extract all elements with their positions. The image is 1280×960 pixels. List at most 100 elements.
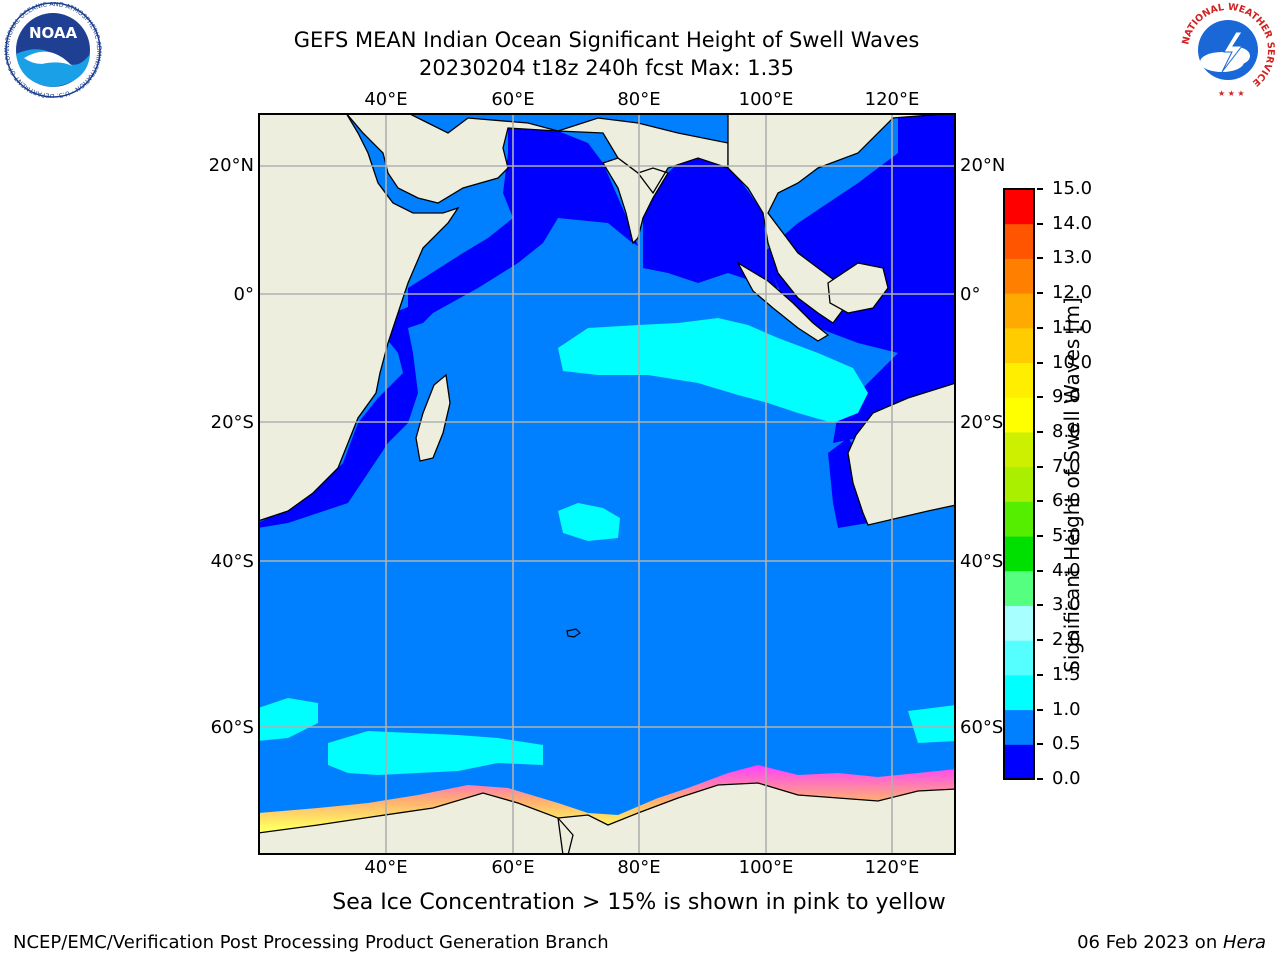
colorbar-tick-label: 12.0 (1052, 282, 1093, 304)
map-plot (258, 113, 956, 855)
colorbar-tick-label: 4.0 (1052, 559, 1081, 581)
colorbar-segment (1004, 223, 1034, 259)
colorbar-segment (1004, 189, 1034, 225)
svg-text:★ ★ ★: ★ ★ ★ (1218, 89, 1245, 98)
colorbar-tick-mark (1037, 361, 1043, 364)
colorbar-segment (1004, 674, 1034, 711)
colorbar-segment (1004, 605, 1034, 641)
lon-label-top-80e: 80°E (617, 89, 661, 110)
land-sumatra (736, 261, 830, 342)
chart-title: GEFS MEAN Indian Ocean Significant Heigh… (293, 28, 920, 52)
lat-label-right-60s: 60°S (960, 717, 1004, 738)
lon-label-bottom-60e: 60°E (491, 857, 535, 878)
colorbar-tick-label: 1.5 (1052, 663, 1081, 685)
low-swell-bay-bengal (643, 153, 778, 288)
colorbar-segment (1004, 397, 1034, 433)
colorbar-tick-label: 8.0 (1052, 420, 1081, 442)
colorbar-tick-label: 1.0 (1052, 698, 1081, 720)
colorbar-tick-label: 5.0 (1052, 525, 1081, 547)
land-india (557, 117, 729, 245)
lat-label-left-0: 0° (233, 284, 254, 305)
colorbar-tick-mark (1037, 222, 1043, 225)
colorbar-tick-mark (1037, 535, 1043, 538)
lon-label-bottom-40e: 40°E (364, 857, 408, 878)
colorbar-title: Significant Height of Swell Waves [m] (1060, 297, 1084, 673)
colorbar-segment (1004, 744, 1034, 780)
colorbar-segment (1004, 293, 1034, 329)
lat-label-right-20s: 20°S (960, 412, 1004, 433)
colorbar-tick-mark (1037, 257, 1043, 260)
colorbar-segment (1004, 570, 1034, 606)
sea-ice-note: Sea Ice Concentration > 15% is shown in … (332, 890, 946, 915)
land-southeast-asia (727, 115, 940, 324)
lat-label-right-40s: 40°S (960, 551, 1004, 572)
lat-label-left-20n: 20°N (208, 155, 254, 176)
colorbar-tick-label: 0.5 (1052, 733, 1081, 755)
colorbar-tick-label: 14.0 (1052, 212, 1093, 234)
colorbar-tick-label: 3.0 (1052, 594, 1081, 616)
land-africa-arabia (260, 115, 559, 522)
chart-subtitle: 20230204 t18z 240h fcst Max: 1.35 (419, 56, 794, 80)
lon-label-bottom-80e: 80°E (617, 857, 661, 878)
lon-label-top-40e: 40°E (364, 89, 408, 110)
noaa-logo: NATIONAL OCEANIC AND ATMOSPHERIC ADMINIS… (2, 2, 103, 98)
colorbar-tick-mark (1037, 430, 1043, 433)
colorbar (1003, 188, 1035, 780)
colorbar-tick-mark (1037, 604, 1043, 607)
land-borneo (827, 262, 889, 314)
swell-patch-east-edge (908, 705, 954, 743)
colorbar-tick-mark (1037, 326, 1043, 329)
colorbar-segment (1004, 709, 1034, 745)
noaa-logo-text: NOAA (29, 24, 78, 42)
land-antarctica (260, 782, 954, 853)
colorbar-segment (1004, 431, 1034, 468)
lat-label-right-0: 0° (960, 284, 981, 305)
footer-credit: NCEP/EMC/Verification Post Processing Pr… (13, 932, 609, 953)
footer-host: Hera (1222, 932, 1266, 953)
colorbar-segment (1004, 362, 1034, 398)
colorbar-tick-label: 9.0 (1052, 386, 1081, 408)
swell-patch-south (558, 503, 620, 541)
colorbar-tick-mark (1037, 396, 1043, 399)
colorbar-tick-mark (1037, 708, 1043, 711)
graticule (260, 115, 954, 853)
colorbar-segment (1004, 536, 1034, 572)
colorbar-tick-mark (1037, 188, 1043, 190)
colorbar-segment (1004, 640, 1034, 676)
lat-label-left-60s: 60°S (210, 717, 254, 738)
colorbar-tick-label: 6.0 (1052, 490, 1081, 512)
footer-date: 06 Feb 2023 on Hera (1077, 932, 1266, 953)
land-australia (847, 382, 954, 526)
nws-logo: NATIONAL WEATHER SERVICE ★ ★ ★ (1180, 2, 1276, 98)
lat-label-right-20n: 20°N (960, 155, 1006, 176)
colorbar-tick-label: 7.0 (1052, 455, 1081, 477)
lon-label-top-60e: 60°E (491, 89, 535, 110)
colorbar-segment (1004, 501, 1034, 537)
colorbar-tick-mark (1037, 292, 1043, 295)
swell-patch-southwest (328, 731, 543, 775)
colorbar-tick-label: 13.0 (1052, 247, 1093, 269)
colorbar-tick-mark (1037, 778, 1043, 780)
swell-patch-west-edge (260, 698, 318, 741)
land-kerguelen (566, 628, 581, 638)
colorbar-tick-label: 2.0 (1052, 629, 1081, 651)
lon-label-bottom-100e: 100°E (738, 857, 794, 878)
colorbar-tick-label: 15.0 (1052, 178, 1093, 199)
lon-label-top-120e: 120°E (864, 89, 920, 110)
colorbar-tick-mark (1037, 569, 1043, 572)
colorbar-tick-mark (1037, 500, 1043, 503)
colorbar-segment (1004, 327, 1034, 364)
colorbar-tick-mark (1037, 673, 1043, 676)
lon-label-top-100e: 100°E (738, 89, 794, 110)
swell-band-cyan (558, 318, 868, 423)
colorbar-segment (1004, 466, 1034, 502)
colorbar-tick-label: 10.0 (1052, 351, 1093, 373)
colorbar-tick-label: 0.0 (1052, 768, 1081, 789)
lat-label-left-40s: 40°S (210, 551, 254, 572)
colorbar-frame (1003, 188, 1035, 780)
colorbar-segment (1004, 258, 1034, 294)
colorbar-tick-mark (1037, 465, 1043, 468)
footer-date-text: 06 Feb 2023 on (1077, 932, 1223, 953)
lat-label-left-20s: 20°S (210, 412, 254, 433)
colorbar-tick-label: 11.0 (1052, 316, 1093, 338)
